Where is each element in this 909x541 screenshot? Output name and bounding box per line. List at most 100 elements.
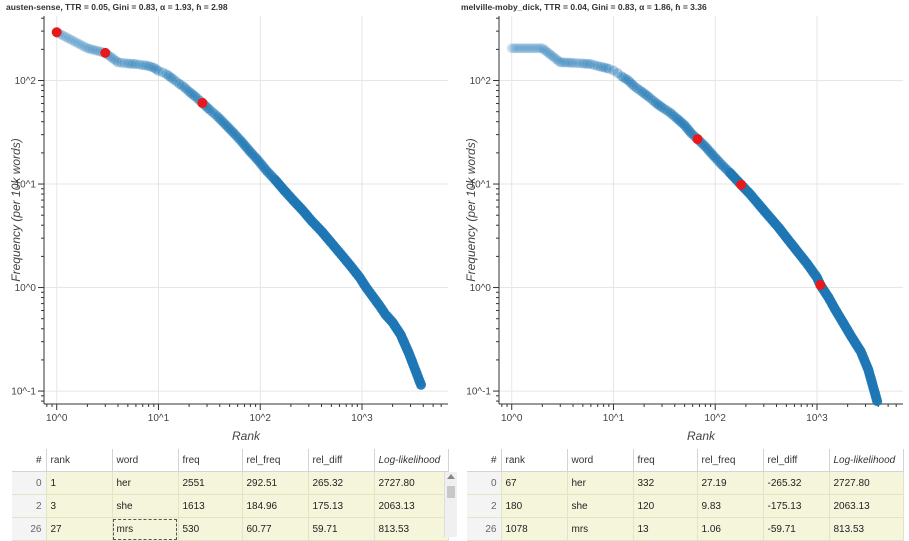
column-header-rel-freq[interactable]: rel_freq [242,449,309,472]
column-header-rank[interactable]: rank [46,449,113,472]
table-row[interactable]: 26 1078 mrs 13 1.06 -59.71 813.53 [467,517,904,541]
data-point [665,107,676,118]
x-tick-label: 10^1 [603,413,625,424]
table-cell[interactable]: 2063.13 [374,494,449,518]
table-cell[interactable]: 530 [178,517,243,541]
table-cell[interactable]: 265.32 [308,471,375,495]
table-row[interactable]: 0 1 her 2551 292.51 265.32 2727.80 [12,471,449,495]
table-scrollbar[interactable] [444,472,457,537]
highlight-point [197,97,208,108]
table-cell[interactable]: 2727.80 [829,471,904,495]
table-row[interactable]: 0 67 her 332 27.19 -265.32 2727.80 [467,471,904,495]
table-cell[interactable]: 67 [501,471,568,495]
data-point [555,57,566,68]
data-point [186,88,197,99]
table-cell[interactable]: 813.53 [374,517,449,541]
column-header-index[interactable]: # [12,449,47,472]
data-point [112,57,123,68]
table-cell[interactable]: 1613 [178,494,243,518]
data-point [648,95,659,106]
y-axis-label: Frequency (per 10k words) [9,138,23,281]
data-point [171,76,182,87]
table-cell[interactable]: 59.71 [308,517,375,541]
table-cell[interactable]: 13 [633,517,698,541]
table-cell[interactable]: 60.77 [242,517,309,541]
data-point [537,43,548,54]
data-point [603,63,614,74]
data-point [70,37,81,48]
data-point [529,43,540,54]
table-cell[interactable]: her [567,471,634,495]
data-point [188,89,199,100]
table-row[interactable]: 26 27 mrs 530 60.77 59.71 813.53 [12,517,449,541]
data-point [119,58,130,69]
data-point [130,59,141,70]
column-header-index[interactable]: # [467,449,502,472]
x-tick-label: 10^0 [501,413,523,424]
table-cell[interactable]: 1 [46,471,113,495]
table-cell[interactable]: -265.32 [763,471,830,495]
x-axis-label: Rank [232,429,261,443]
table-cell[interactable]: -175.13 [763,494,830,518]
data-point [146,61,157,72]
table-row[interactable]: 2 180 she 120 9.83 -175.13 2063.13 [467,494,904,518]
column-header-log-likelihood[interactable]: Log-likelihood [374,449,449,472]
column-header-word[interactable]: word [112,449,179,472]
table-cell[interactable]: 2727.80 [374,471,449,495]
data-point [608,65,619,76]
table-row[interactable]: 2 3 she 1613 184.96 175.13 2063.13 [12,494,449,518]
y-axis-label: Frequency (per 10k words) [464,138,478,281]
x-tick-label: 10^3 [806,413,828,424]
column-header-rel-diff[interactable]: rel_diff [763,449,830,472]
column-header-rank[interactable]: rank [501,449,568,472]
scroll-thumb[interactable] [447,486,455,498]
data-point [625,77,636,88]
table-cell[interactable]: 180 [501,494,568,518]
column-header-rel-freq[interactable]: rel_freq [697,449,764,472]
table-cell[interactable]: 3 [46,494,113,518]
data-point [63,33,74,44]
table-cell[interactable]: 1078 [501,517,568,541]
column-header-log-likelihood[interactable]: Log-likelihood [829,449,904,472]
table-cell[interactable]: 292.51 [242,471,309,495]
data-point [636,86,647,97]
y-tick-label: 10^0 [470,283,492,294]
table-cell[interactable]: -59.71 [763,517,830,541]
table-cell[interactable]: 27 [46,517,113,541]
data-point [524,43,535,54]
data-point [204,104,215,115]
column-header-freq[interactable]: freq [178,449,243,472]
column-header-rel-diff[interactable]: rel_diff [308,449,375,472]
table-cell[interactable]: 9.83 [697,494,764,518]
data-point [209,109,220,120]
table-cell[interactable]: she [112,494,179,518]
table-cell[interactable]: 175.13 [308,494,375,518]
table-cell[interactable]: 2063.13 [829,494,904,518]
table-cell[interactable]: her [112,471,179,495]
table-cell[interactable]: mrs [112,517,179,541]
data-point [153,65,164,76]
table-cell[interactable]: mrs [567,517,634,541]
table-cell[interactable]: 332 [633,471,698,495]
data-point [616,71,627,82]
table-cell[interactable]: 27.19 [697,471,764,495]
data-point [618,72,629,83]
column-header-word[interactable]: word [567,449,634,472]
data-point [519,43,530,54]
data-point [549,52,560,63]
table-cell[interactable]: 813.53 [829,517,904,541]
x-tick-label: 10^2 [250,413,272,424]
data-point [543,47,554,58]
table-cell[interactable]: 1.06 [697,517,764,541]
scroll-up-icon[interactable] [447,474,455,479]
data-point [151,64,162,75]
table-cell[interactable]: 2551 [178,471,243,495]
table-cell[interactable]: 184.96 [242,494,309,518]
data-point [77,40,88,51]
column-header-freq[interactable]: freq [633,449,698,472]
data-point [612,68,623,79]
table-cell[interactable]: 120 [633,494,698,518]
data-point [598,62,609,73]
y-tick-label: 10^1 [15,180,37,191]
table-cell[interactable]: she [567,494,634,518]
